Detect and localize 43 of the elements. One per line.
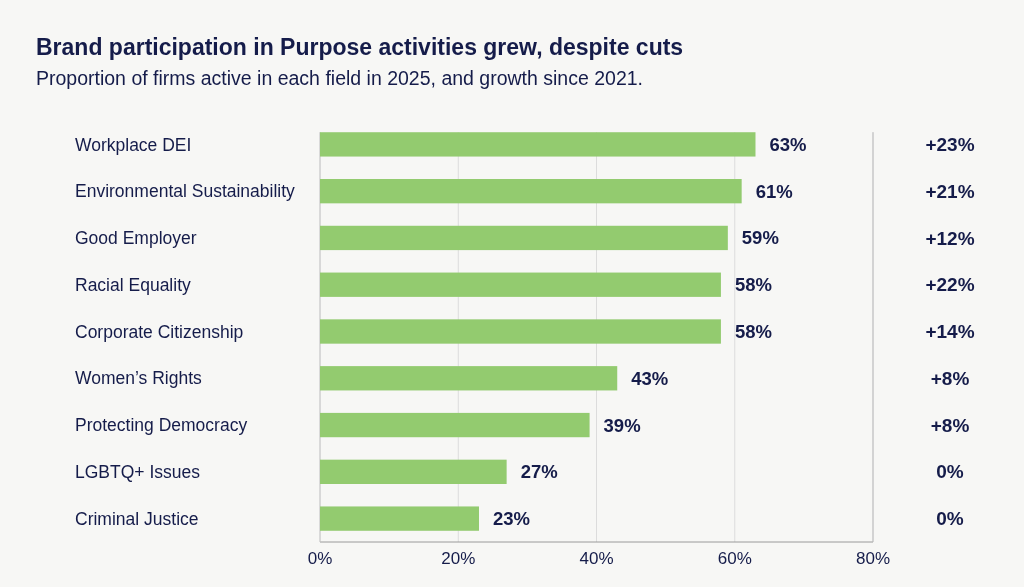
text: +22%	[925, 274, 975, 296]
text: +23%	[925, 134, 975, 156]
bar	[320, 225, 728, 251]
data-label: 27%	[520, 461, 558, 483]
x-tick-label: 20%	[441, 549, 476, 568]
data-label: 39%	[603, 414, 641, 436]
data-label: 43%	[631, 367, 669, 389]
y-tick-label: Good Employer	[75, 228, 197, 249]
y-tick-label: Corporate Citizenship	[75, 321, 244, 342]
y-tick-label: LGBTQ+ Issues	[75, 461, 201, 482]
bar	[320, 319, 721, 344]
bar	[320, 366, 618, 391]
chart-title: Brand participation in Purpose activities grew, despite cuts	[36, 34, 684, 60]
y-tick-label: Criminal Justice	[75, 508, 199, 529]
text: 0%	[936, 461, 964, 483]
y-tick-label: Workplace DEI	[75, 134, 192, 155]
text: +14%	[925, 321, 975, 343]
data-label: 58%	[734, 320, 772, 342]
data-label: 23%	[492, 508, 531, 530]
x-tick-label: 80%	[855, 549, 891, 568]
text: +8%	[930, 414, 970, 436]
text: +8%	[930, 367, 970, 389]
chart-subtitle: Proportion of firms active in each field in 2025, and growth since 2021.	[36, 67, 644, 89]
bar	[320, 506, 479, 531]
data-label: 61%	[755, 180, 793, 202]
text: +21%	[925, 180, 975, 202]
y-tick-label: Racial Equality	[75, 274, 191, 295]
bar	[320, 272, 721, 297]
text: 0%	[936, 508, 964, 530]
bar	[320, 459, 507, 484]
data-label: 59%	[741, 227, 779, 249]
y-tick-label: Environmental Sustainability	[75, 181, 296, 202]
bar	[320, 179, 742, 204]
data-label: 63%	[769, 133, 807, 155]
y-tick-label: Protecting Democracy	[75, 415, 248, 436]
text: +12%	[925, 227, 975, 249]
bar	[320, 132, 756, 157]
x-tick-label: 40%	[579, 549, 614, 568]
data-label: 58%	[734, 274, 772, 296]
x-tick-label: 0%	[307, 549, 333, 568]
x-tick-label: 60%	[717, 549, 752, 568]
bar	[320, 412, 590, 438]
y-tick-label: Women’s Rights	[75, 368, 203, 389]
